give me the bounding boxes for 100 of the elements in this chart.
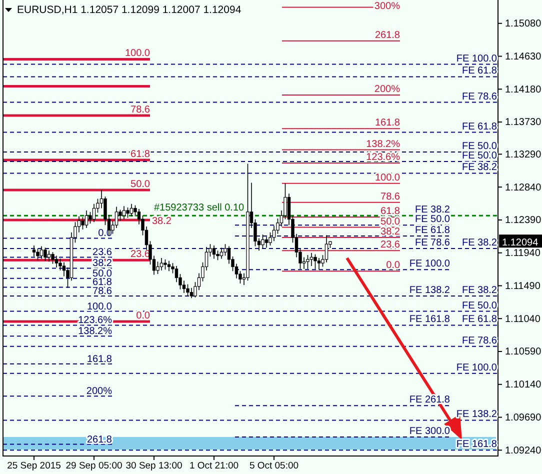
annotation: 38.2 bbox=[92, 258, 112, 270]
annotation: 0.0 bbox=[386, 260, 400, 272]
y-tick-label: 1.15080 bbox=[505, 18, 542, 30]
y-tick-label: 1.10140 bbox=[505, 380, 542, 391]
candlestick bbox=[51, 252, 54, 264]
candlestick bbox=[84, 210, 88, 228]
annotation: 161.8 bbox=[374, 118, 400, 129]
annotation: 200% bbox=[86, 386, 112, 398]
candlestick bbox=[62, 262, 66, 277]
annotation: FE 161.8 bbox=[456, 439, 498, 450]
candlestick bbox=[88, 212, 92, 224]
candlestick bbox=[306, 254, 310, 270]
candlestick bbox=[160, 258, 164, 271]
annotation: 261.8 bbox=[86, 434, 112, 446]
candlestick bbox=[126, 207, 130, 218]
annotation: 50.0 bbox=[130, 179, 150, 190]
candlestick bbox=[182, 280, 186, 294]
annotation: 38.2 bbox=[380, 226, 400, 238]
annotation: 23.6 bbox=[92, 247, 112, 258]
y-tick-label: 1.11940 bbox=[505, 248, 541, 260]
annotation: FE 138.2 bbox=[456, 409, 498, 420]
candlestick bbox=[92, 203, 96, 223]
candlestick bbox=[190, 288, 194, 299]
annotation: 50.0 bbox=[380, 216, 400, 228]
annotation: FE 50.0 bbox=[462, 141, 498, 152]
annotation: #15923733 sell 0.10 bbox=[154, 202, 245, 214]
chart-title: EURUSD,H1 1.12057 1.12099 1.12007 1.12094 bbox=[17, 4, 242, 16]
annotation: FE 138.2 bbox=[409, 284, 450, 296]
annotation: FE 161.8 bbox=[409, 314, 450, 326]
y-tick-label: 1.13290 bbox=[505, 149, 542, 160]
candlestick bbox=[156, 261, 160, 274]
candlestick bbox=[47, 250, 51, 262]
annotation: 61.8 bbox=[130, 149, 150, 160]
annotation: FE 100.0 bbox=[456, 53, 498, 64]
annotation: 78.6 bbox=[380, 191, 400, 202]
annotation: 78.6 bbox=[92, 286, 112, 297]
candlestick bbox=[40, 246, 44, 260]
annotation: 100.0 bbox=[86, 301, 112, 312]
candlestick bbox=[227, 246, 231, 264]
annotation: FE 100.0 bbox=[456, 362, 498, 374]
y-tick-label: 1.12840 bbox=[505, 182, 542, 194]
candlestick bbox=[314, 254, 317, 270]
annotation: 38.2 bbox=[152, 216, 172, 227]
annotation: FE 38.2 bbox=[462, 237, 498, 248]
annotation: 0.0 bbox=[136, 310, 150, 322]
annotation: 161.8 bbox=[86, 354, 112, 365]
annotation: 100.0 bbox=[374, 172, 400, 184]
annotation: 123.6% bbox=[366, 152, 400, 163]
annotation: FE 61.8 bbox=[462, 314, 498, 326]
annotation: 123.6% bbox=[78, 315, 112, 326]
annotation: 50.0 bbox=[92, 268, 112, 280]
candlestick bbox=[32, 245, 36, 257]
x-tick-label: 25 Sep 2015 bbox=[7, 460, 61, 472]
candlestick bbox=[212, 245, 216, 260]
annotation: 200% bbox=[374, 84, 400, 95]
candlestick bbox=[220, 247, 224, 260]
annotation: 78.6 bbox=[130, 104, 150, 116]
candlestick bbox=[122, 206, 126, 220]
y-tick-label: 1.11040 bbox=[505, 314, 541, 325]
annotation: FE 300.0 bbox=[409, 426, 450, 437]
annotation: FE 50.0 bbox=[414, 214, 450, 226]
x-tick-label: 1 Oct 21:00 bbox=[189, 460, 239, 472]
y-tick-label: 1.14180 bbox=[505, 84, 542, 96]
annotation: 138.2% bbox=[366, 138, 400, 150]
candlestick bbox=[167, 260, 171, 272]
annotation: FE 78.6 bbox=[462, 91, 498, 102]
y-tick-label: 1.10590 bbox=[505, 346, 542, 358]
x-tick-label: 5 Oct 05:00 bbox=[249, 460, 299, 472]
candlestick bbox=[186, 284, 190, 296]
candlestick bbox=[317, 258, 321, 270]
y-tick-label: 1.09240 bbox=[505, 445, 542, 456]
x-tick-label: 29 Sep 05:00 bbox=[66, 460, 122, 472]
y-tick-label: 1.14630 bbox=[505, 51, 542, 62]
annotation: 61.8 bbox=[380, 206, 400, 218]
annotation: FE 78.6 bbox=[414, 237, 450, 248]
y-tick-label: 1.13730 bbox=[505, 117, 542, 128]
annotation: FE 38.2 bbox=[414, 204, 450, 216]
candlestick bbox=[44, 247, 47, 262]
annotation: 1.12094 bbox=[502, 238, 539, 249]
candlestick bbox=[81, 216, 84, 230]
x-tick-label: 30 Sep 13:00 bbox=[126, 460, 182, 472]
annotation: FE 61.8 bbox=[462, 121, 498, 132]
annotation: FE 38.2 bbox=[462, 284, 498, 296]
candlestick bbox=[164, 259, 167, 270]
candlestick bbox=[130, 203, 134, 217]
annotation: FE 100.0 bbox=[409, 258, 450, 270]
annotation: FE 61.8 bbox=[462, 66, 498, 77]
annotation: FE 50.0 bbox=[462, 150, 498, 162]
annotation: 61.8 bbox=[92, 277, 112, 288]
candlestick bbox=[324, 234, 328, 263]
y-tick-label: 1.12390 bbox=[505, 215, 542, 226]
annotation: 100.0 bbox=[124, 48, 150, 60]
candlestick bbox=[272, 225, 276, 242]
candlestick bbox=[174, 266, 178, 282]
y-tick-label: 1.11490 bbox=[505, 280, 541, 292]
candlestick bbox=[114, 206, 118, 228]
annotation: FE 38.2 bbox=[462, 162, 498, 174]
candlestick bbox=[118, 209, 122, 222]
annotation: FE 50.0 bbox=[462, 300, 498, 312]
candlestick bbox=[234, 263, 238, 279]
